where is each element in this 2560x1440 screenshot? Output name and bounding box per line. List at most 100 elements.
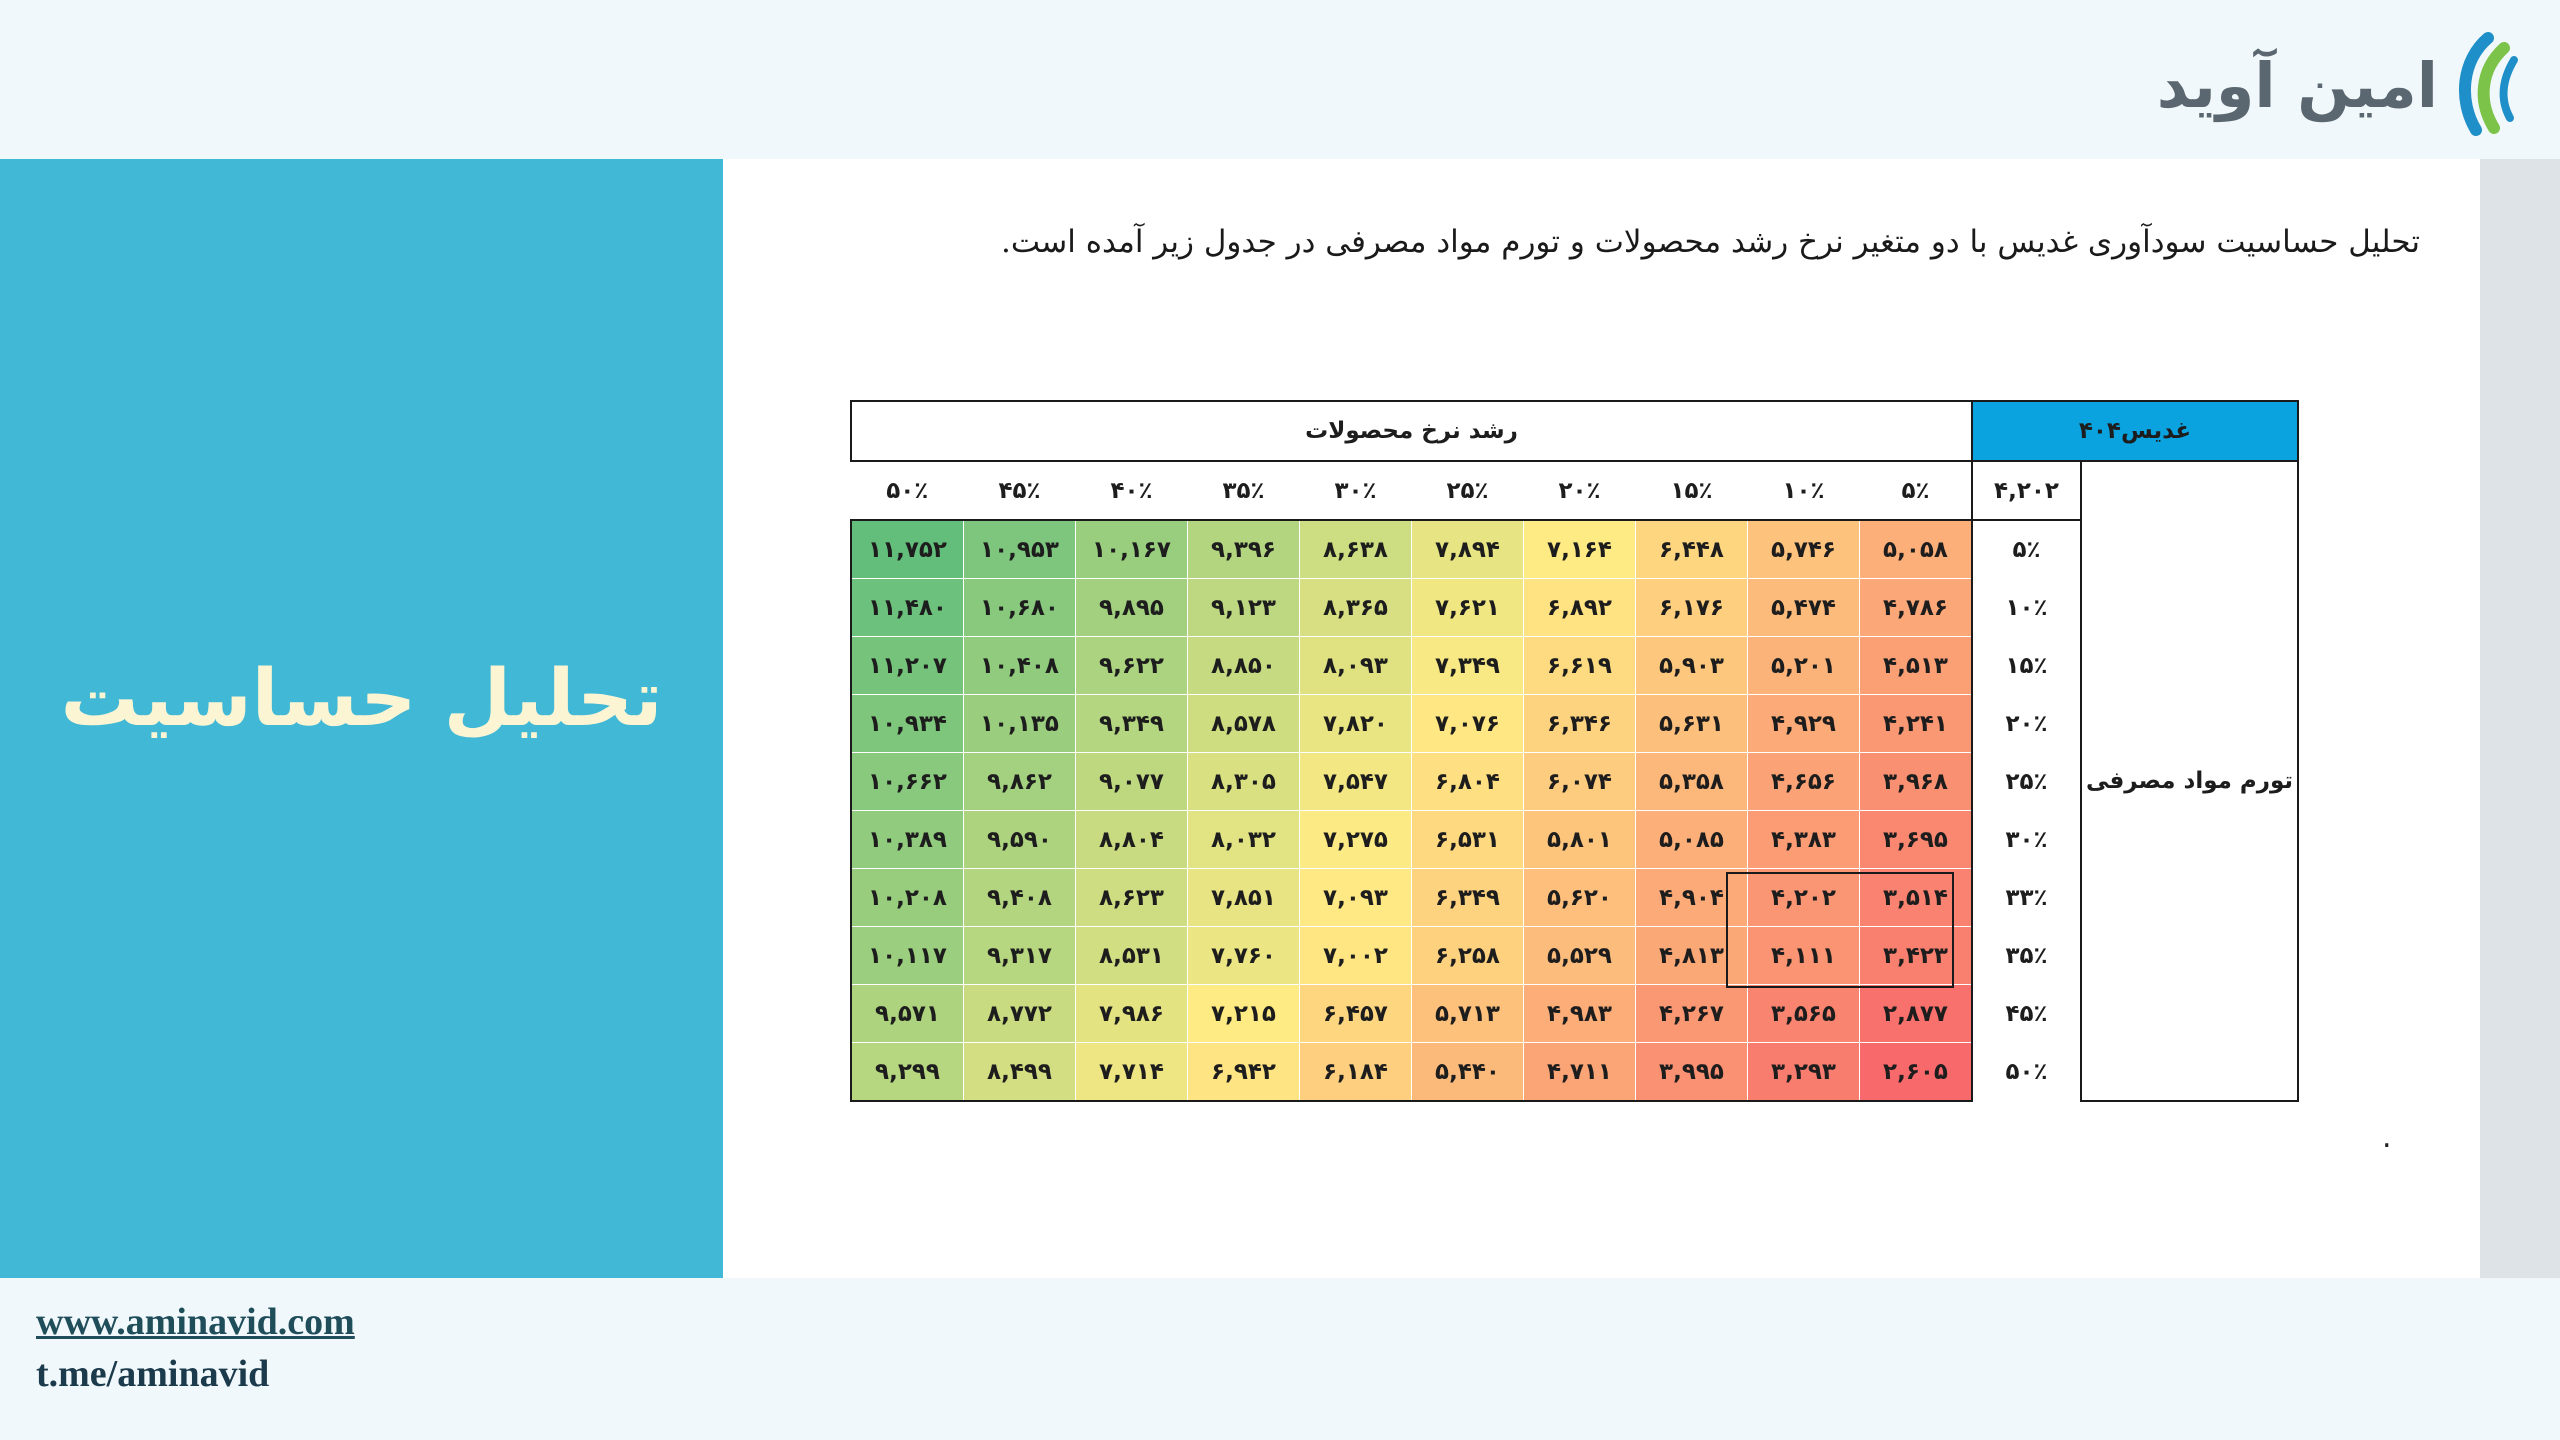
table-cell: ۱۱,۷۵۲ [850,519,964,579]
table-cell: ۱۰,۱۶۷ [1075,519,1188,579]
table-cell: ۱۰,۲۰۸ [850,868,964,927]
table-cell: ۱۱,۲۰۷ [850,636,964,695]
table-cell: ۶,۳۴۶ [1523,694,1636,753]
row-header: ۱۰٪ [1971,578,2082,637]
row-header: ۳۳٪ [1971,868,2082,927]
table-cell: ۴,۱۱۱ [1747,926,1860,985]
table-cell: ۹,۳۱۷ [963,926,1076,985]
column-header: ۳۵٪ [1187,460,1300,521]
table-cell: ۷,۳۴۹ [1411,636,1524,695]
table-cell: ۹,۴۰۸ [963,868,1076,927]
table-cell: ۸,۵۷۸ [1187,694,1300,753]
table-cell: ۹,۵۹۰ [963,810,1076,869]
telegram-link[interactable]: t.me/aminavid [36,1353,270,1395]
table-cell: ۷,۷۱۴ [1075,1042,1188,1102]
row-header: ۵۰٪ [1971,1042,2082,1102]
table-cell: ۵,۵۲۹ [1523,926,1636,985]
table-cell: ۷,۲۱۵ [1187,984,1300,1043]
brand-logo: امین آوید [2157,30,2520,140]
table-cell: ۴,۹۰۴ [1635,868,1748,927]
column-header: ۲۵٪ [1411,460,1524,521]
right-decor-strip [2480,159,2560,1278]
table-cell: ۸,۰۹۳ [1299,636,1412,695]
table-cell: ۸,۶۳۸ [1299,519,1412,579]
trailing-dot: . [2382,1120,2392,1155]
table-cell: ۳,۹۹۵ [1635,1042,1748,1102]
column-header: ۴۰٪ [1075,460,1188,521]
table-cell: ۵,۷۴۶ [1747,519,1860,579]
column-header: ۵٪ [1859,460,1973,521]
table-cell: ۲,۸۷۷ [1859,984,1973,1043]
table-cell: ۱۰,۹۵۳ [963,519,1076,579]
table-cell: ۵,۶۳۱ [1635,694,1748,753]
table-cell: ۳,۴۲۳ [1859,926,1973,985]
table-cell: ۷,۰۷۶ [1411,694,1524,753]
table-cell: ۷,۵۴۷ [1299,752,1412,811]
table-cell: ۲,۶۰۵ [1859,1042,1973,1102]
table-cell: ۸,۸۰۴ [1075,810,1188,869]
table-cell: ۶,۱۸۴ [1299,1042,1412,1102]
table-cell: ۵,۷۱۳ [1411,984,1524,1043]
table-cell: ۴,۹۲۹ [1747,694,1860,753]
table-cell: ۴,۳۸۳ [1747,810,1860,869]
table-cell: ۸,۷۷۲ [963,984,1076,1043]
table-cell: ۶,۸۰۴ [1411,752,1524,811]
row-header: ۲۰٪ [1971,694,2082,753]
table-cell: ۹,۸۹۵ [1075,578,1188,637]
table-cell: ۴,۸۱۳ [1635,926,1748,985]
logo-mark-icon [2459,32,2518,136]
growth-rate-header: رشد نرخ محصولات [850,400,1973,462]
table-cell: ۹,۲۹۹ [850,1042,964,1102]
table-cell: ۸,۸۵۰ [1187,636,1300,695]
table-cell: ۱۱,۴۸۰ [850,578,964,637]
table-cell: ۴,۹۸۳ [1523,984,1636,1043]
table-cell: ۵,۹۰۳ [1635,636,1748,695]
intro-text: تحلیل حساسیت سودآوری غدیس با دو متغیر نر… [1000,224,2420,260]
table-cell: ۷,۸۵۱ [1187,868,1300,927]
table-cell: ۴,۲۴۱ [1859,694,1973,753]
row-header: ۵٪ [1971,519,2082,579]
table-cell: ۹,۳۴۹ [1075,694,1188,753]
table-cell: ۹,۸۶۲ [963,752,1076,811]
table-cell: ۶,۴۵۷ [1299,984,1412,1043]
column-header: ۳۰٪ [1299,460,1412,521]
logo-text: امین آوید [2156,48,2438,122]
sensitivity-table: غدیس۴۰۴ رشد نرخ محصولات تورم مواد مصرفی ۴,۲… [850,400,2299,1102]
base-value-cell: ۴,۲۰۲ [1971,460,2082,521]
table-cell: ۶,۶۱۹ [1523,636,1636,695]
table-cell: ۶,۰۷۴ [1523,752,1636,811]
table-cell: ۸,۳۰۵ [1187,752,1300,811]
table-cell: ۹,۶۲۲ [1075,636,1188,695]
table-cell: ۶,۵۳۱ [1411,810,1524,869]
table-cell: ۷,۱۶۴ [1523,519,1636,579]
table-cell: ۵,۰۸۵ [1635,810,1748,869]
table-cell: ۹,۰۷۷ [1075,752,1188,811]
table-cell: ۴,۷۱۱ [1523,1042,1636,1102]
website-link[interactable]: www.aminavid.com [36,1301,355,1343]
table-cell: ۱۰,۴۰۸ [963,636,1076,695]
row-header: ۳۵٪ [1971,926,2082,985]
table-cell: ۷,۹۸۶ [1075,984,1188,1043]
table-cell: ۸,۴۹۹ [963,1042,1076,1102]
row-header: ۲۵٪ [1971,752,2082,811]
row-header: ۳۰٪ [1971,810,2082,869]
column-header: ۵۰٪ [850,460,964,521]
column-header: ۴۵٪ [963,460,1076,521]
column-header: ۲۰٪ [1523,460,1636,521]
table-cell: ۷,۸۲۰ [1299,694,1412,753]
table-cell: ۷,۰۰۲ [1299,926,1412,985]
table-cell: ۸,۳۶۵ [1299,578,1412,637]
table-cell: ۸,۶۲۳ [1075,868,1188,927]
table-cell: ۹,۵۷۱ [850,984,964,1043]
table-cell: ۵,۰۵۸ [1859,519,1973,579]
table-cell: ۶,۲۵۸ [1411,926,1524,985]
table-cell: ۴,۲۶۷ [1635,984,1748,1043]
row-header: ۴۵٪ [1971,984,2082,1043]
table-cell: ۳,۲۹۳ [1747,1042,1860,1102]
table-cell: ۳,۵۱۴ [1859,868,1973,927]
column-header: ۱۵٪ [1635,460,1748,521]
inflation-axis-label: تورم مواد مصرفی [2080,460,2299,1102]
table-cell: ۹,۳۹۶ [1187,519,1300,579]
table-cell: ۶,۱۷۶ [1635,578,1748,637]
